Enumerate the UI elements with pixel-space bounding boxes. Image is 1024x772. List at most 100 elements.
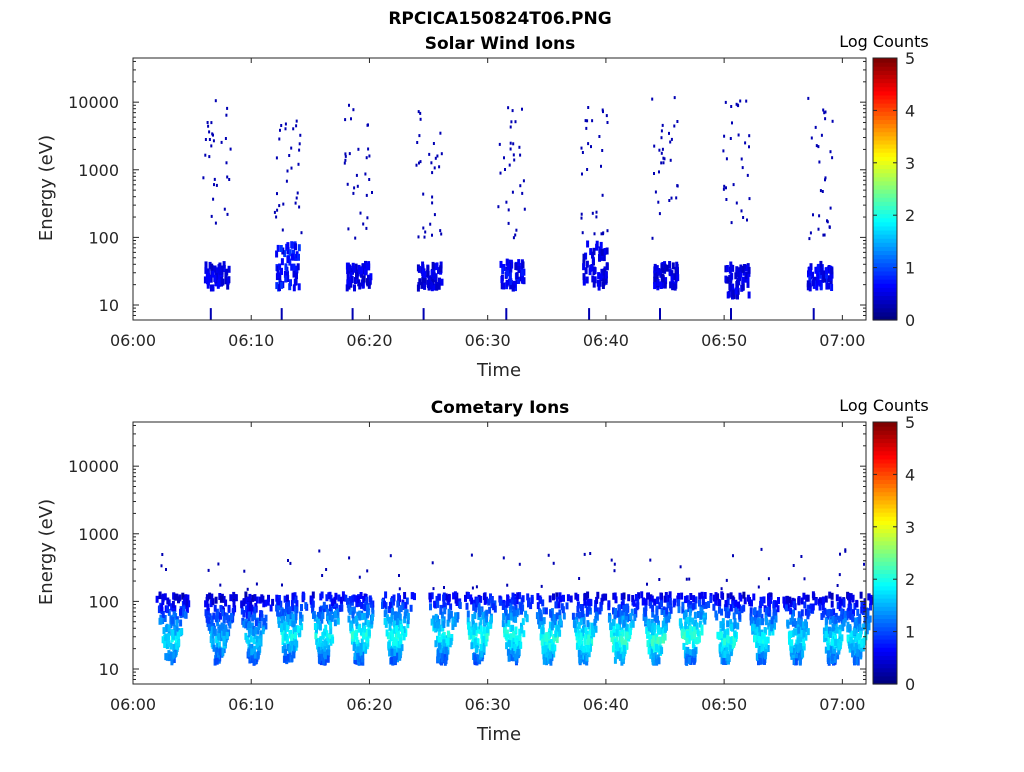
heatmap-cell: [574, 625, 578, 633]
heatmap-cell: [831, 119, 834, 123]
heatmap-cell: [552, 561, 555, 565]
heatmap-cell: [281, 629, 285, 637]
heatmap-cell: [202, 176, 205, 180]
heatmap-cell: [541, 627, 545, 635]
x-tick-label: 06:50: [701, 695, 747, 714]
heatmap-cell: [471, 586, 474, 590]
heatmap-cell: [799, 634, 803, 642]
heatmap-cell: [545, 632, 549, 640]
heatmap-cell: [583, 592, 587, 600]
heatmap-cell: [344, 118, 347, 122]
heatmap-cell: [670, 270, 674, 278]
heatmap-cell: [182, 606, 186, 614]
heatmap-cell: [615, 623, 619, 631]
heatmap-cell: [558, 629, 562, 637]
heatmap-cell: [599, 241, 603, 249]
heatmap-cell: [646, 640, 650, 648]
heatmap-cell: [802, 592, 806, 600]
heatmap-cell: [422, 308, 425, 320]
heatmap-cell: [580, 216, 583, 220]
heatmap-cell: [248, 593, 252, 601]
heatmap-cell: [576, 594, 580, 602]
heatmap-cell: [327, 649, 331, 657]
heatmap-cell: [222, 623, 225, 631]
heatmap-cell: [437, 282, 441, 290]
heatmap-cell: [723, 630, 727, 638]
heatmap-cell: [719, 650, 723, 658]
heatmap-cell: [446, 638, 450, 646]
heatmap-cell: [284, 275, 288, 283]
heatmap-cell: [352, 644, 356, 651]
heatmap-cell: [729, 261, 733, 269]
heatmap-cell: [589, 248, 593, 256]
heatmap-cell: [253, 612, 257, 620]
heatmap-cell: [797, 611, 801, 619]
heatmap-cell: [432, 283, 436, 291]
heatmap-cell: [217, 278, 221, 286]
heatmap-cell: [600, 248, 604, 256]
heatmap-cell: [581, 629, 585, 637]
heatmap-cell: [186, 594, 190, 602]
heatmap-cell: [595, 210, 598, 214]
heatmap-cell: [433, 621, 437, 629]
heatmap-cell: [740, 157, 743, 161]
heatmap-cell: [476, 626, 480, 634]
heatmap-cell: [214, 221, 217, 225]
heatmap-cell: [356, 646, 360, 654]
heatmap-cell: [509, 259, 513, 267]
heatmap-cell: [867, 593, 871, 601]
heatmap-cell: [519, 641, 523, 649]
x-tick-label: 06:30: [465, 695, 511, 714]
heatmap-cell: [222, 265, 226, 272]
heatmap-cell: [767, 593, 770, 601]
heatmap-cell: [858, 623, 862, 631]
heatmap-cell: [391, 598, 395, 606]
heatmap-cell: [363, 268, 367, 276]
heatmap-cell: [426, 270, 430, 278]
heatmap-cell: [286, 614, 290, 622]
heatmap-cell: [728, 644, 732, 652]
heatmap-cell: [509, 606, 512, 614]
heatmap-cell: [500, 276, 504, 283]
heatmap-cell: [359, 642, 363, 650]
heatmap-cell: [620, 610, 624, 618]
heatmap-cell: [508, 271, 512, 279]
heatmap-cell: [585, 260, 589, 268]
heatmap-cell: [501, 267, 505, 275]
heatmap-cell: [418, 134, 421, 138]
heatmap-cell: [659, 282, 663, 289]
heatmap-cell: [541, 599, 545, 607]
heatmap-cell: [692, 645, 696, 652]
heatmap-cell: [722, 187, 725, 191]
heatmap-cell: [399, 624, 403, 631]
heatmap-cell: [389, 634, 393, 642]
heatmap-cell: [647, 647, 651, 655]
heatmap-cell: [252, 629, 255, 637]
heatmap-cell: [657, 620, 660, 628]
heatmap-cell: [181, 592, 185, 600]
heatmap-cell: [213, 183, 215, 187]
heatmap-cell: [768, 619, 772, 627]
heatmap-cell: [553, 644, 557, 652]
colorbar-label: Log Counts: [839, 396, 929, 415]
heatmap-cell: [820, 133, 823, 137]
heatmap-cell: [811, 271, 814, 279]
heatmap-cell: [521, 107, 523, 111]
heatmap-cell: [431, 261, 435, 269]
heatmap-cell: [479, 643, 483, 651]
heatmap-cell: [646, 620, 650, 628]
heatmap-cell: [826, 657, 830, 664]
heatmap-cell: [515, 652, 519, 660]
heatmap-cell: [562, 612, 566, 620]
heatmap-cell: [447, 608, 451, 616]
heatmap-cell: [409, 604, 413, 612]
heatmap-cell: [284, 122, 287, 126]
heatmap-cell: [720, 646, 724, 654]
heatmap-cell: [726, 291, 730, 299]
heatmap-cell: [772, 612, 776, 620]
heatmap-cell: [419, 111, 422, 115]
heatmap-cell: [818, 603, 822, 611]
heatmap-cell: [582, 273, 586, 281]
heatmap-cell: [730, 308, 732, 320]
heatmap-cell: [353, 277, 357, 284]
